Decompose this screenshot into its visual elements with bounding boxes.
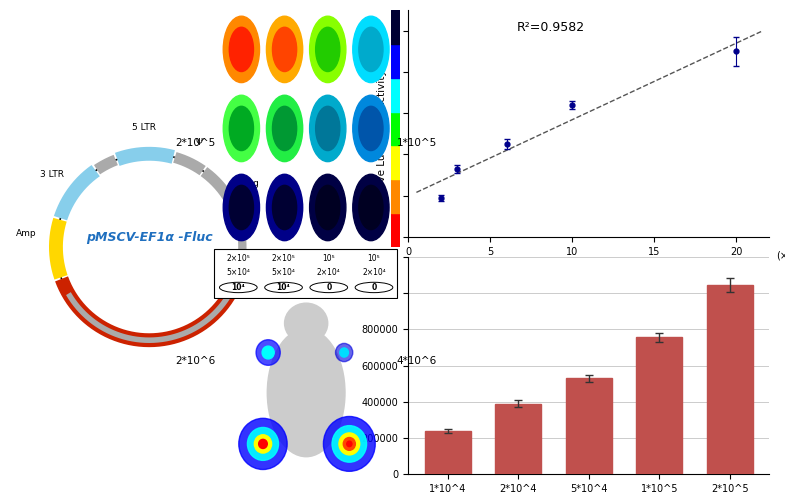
Text: 4*10^6: 4*10^6 xyxy=(396,356,436,366)
Ellipse shape xyxy=(239,418,287,469)
Ellipse shape xyxy=(335,343,352,362)
Text: (×10⁴): (×10⁴) xyxy=(776,251,785,261)
Circle shape xyxy=(316,27,340,72)
Ellipse shape xyxy=(343,438,356,451)
Text: 1*10^5: 1*10^5 xyxy=(396,138,436,148)
FancyBboxPatch shape xyxy=(214,248,396,298)
Circle shape xyxy=(352,95,389,162)
Text: Amp: Amp xyxy=(16,229,36,238)
Bar xyxy=(391,179,400,213)
Circle shape xyxy=(309,16,346,82)
Text: Ψ: Ψ xyxy=(195,138,203,147)
Ellipse shape xyxy=(267,329,345,456)
Ellipse shape xyxy=(256,340,280,366)
Circle shape xyxy=(229,27,254,72)
Circle shape xyxy=(310,282,348,292)
Text: 10⁵: 10⁵ xyxy=(367,254,381,263)
Circle shape xyxy=(352,16,389,82)
Text: R²=0.9582: R²=0.9582 xyxy=(517,21,585,34)
Bar xyxy=(707,285,753,474)
Circle shape xyxy=(266,95,303,162)
Text: 0: 0 xyxy=(326,283,331,292)
Text: 2×10⁵: 2×10⁵ xyxy=(272,254,295,263)
Bar xyxy=(566,378,612,474)
Ellipse shape xyxy=(340,348,349,357)
Text: 10⁴: 10⁴ xyxy=(276,283,290,292)
Bar xyxy=(391,112,400,145)
Circle shape xyxy=(272,185,297,230)
Circle shape xyxy=(220,282,257,292)
Bar xyxy=(637,337,682,474)
Circle shape xyxy=(229,185,254,230)
Text: 2×10⁵: 2×10⁵ xyxy=(226,254,250,263)
Ellipse shape xyxy=(339,433,360,455)
Ellipse shape xyxy=(247,427,279,460)
Circle shape xyxy=(359,27,383,72)
Bar xyxy=(391,44,400,78)
Circle shape xyxy=(223,95,260,162)
Circle shape xyxy=(272,106,297,151)
Text: pMSCV-EF1α -Fluc: pMSCV-EF1α -Fluc xyxy=(86,231,213,244)
Circle shape xyxy=(229,106,254,151)
Text: 10⁵: 10⁵ xyxy=(323,254,335,263)
Circle shape xyxy=(266,16,303,82)
Ellipse shape xyxy=(332,426,367,462)
Ellipse shape xyxy=(259,439,267,449)
Ellipse shape xyxy=(284,303,327,343)
Y-axis label: Relative Luciferase Activity (Fold): Relative Luciferase Activity (Fold) xyxy=(377,37,387,210)
Circle shape xyxy=(316,185,340,230)
Circle shape xyxy=(223,174,260,241)
Bar xyxy=(425,431,470,474)
Bar xyxy=(391,145,400,179)
Circle shape xyxy=(355,282,392,292)
Circle shape xyxy=(223,16,260,82)
Circle shape xyxy=(272,27,297,72)
Ellipse shape xyxy=(262,346,274,359)
Bar xyxy=(391,10,400,44)
Text: 10⁴: 10⁴ xyxy=(232,283,245,292)
Bar xyxy=(391,213,400,247)
Circle shape xyxy=(266,174,303,241)
Ellipse shape xyxy=(323,416,375,471)
Text: 5×10⁴: 5×10⁴ xyxy=(272,268,295,278)
Bar xyxy=(391,78,400,112)
Circle shape xyxy=(352,174,389,241)
Circle shape xyxy=(309,95,346,162)
Circle shape xyxy=(359,185,383,230)
Circle shape xyxy=(316,106,340,151)
Text: 3 LTR: 3 LTR xyxy=(40,170,64,179)
Text: 2*10^6: 2*10^6 xyxy=(176,356,216,366)
Circle shape xyxy=(309,174,346,241)
X-axis label: Cell Number: Cell Number xyxy=(557,262,621,272)
Text: 5×10⁴: 5×10⁴ xyxy=(226,268,250,278)
Text: 2×10⁴: 2×10⁴ xyxy=(362,268,386,278)
Circle shape xyxy=(265,282,302,292)
Bar xyxy=(495,404,541,474)
Circle shape xyxy=(359,106,383,151)
Text: Hvg: Hvg xyxy=(242,179,259,188)
Text: 5 LTR: 5 LTR xyxy=(132,124,156,132)
Ellipse shape xyxy=(254,435,272,453)
Ellipse shape xyxy=(347,441,352,447)
Text: 2*10^5: 2*10^5 xyxy=(176,138,216,148)
Text: 2×10⁴: 2×10⁴ xyxy=(317,268,341,278)
Text: 0: 0 xyxy=(371,283,377,292)
